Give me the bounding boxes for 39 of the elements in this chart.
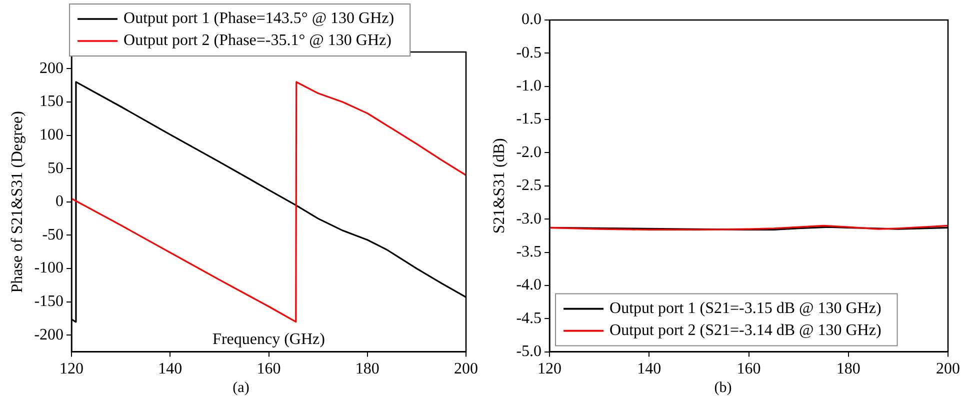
x-tick-label: 180 [836,360,860,378]
legend-label: Output port 1 (S21=-3.15 dB @ 130 GHz) [610,300,882,318]
legend-label: Output port 1 (Phase=143.5° @ 130 GHz) [124,10,394,28]
y-tick-label: -5.0 [516,343,542,360]
y-tick-label: -200 [34,326,64,344]
x-tick-label: 200 [454,360,478,378]
y-tick-label: -4.5 [516,310,542,327]
x-axis-title: Frequency (GHz) [212,331,325,348]
x-tick-label: 160 [256,360,281,378]
text: (a) [232,380,250,397]
y-tick-label: -2.5 [516,177,542,194]
y-tick-label: -1.5 [516,110,542,128]
x-tick-label: 120 [538,360,562,378]
y-tick-label: -50 [42,226,64,244]
legend-label: Output port 2 (S21=-3.14 dB @ 130 GHz) [610,322,882,340]
y-tick-label: -100 [34,260,64,277]
y-tick-label: -3.5 [516,243,542,260]
y-axis-title: S21&S31 (dB) [490,138,508,234]
x-tick-label: 120 [60,360,84,378]
y-tick-label: -3.0 [516,210,542,228]
x-tick-label: 180 [355,360,380,378]
y-tick-label: 0.0 [522,11,542,28]
y-tick-label: -1.0 [516,78,542,95]
y-tick-label: -0.5 [516,44,542,62]
x-tick-label: 140 [637,360,662,378]
y-tick-label: 50 [48,160,64,177]
x-tick-label: 140 [158,360,182,378]
y-tick-label: -4.0 [516,276,542,294]
y-tick-label: 0 [56,193,64,210]
y-tick-label: 100 [40,126,64,144]
text: (b) [713,380,733,397]
x-tick-label: 200 [936,360,960,378]
y-tick-label: -150 [34,293,64,310]
y-tick-label: 150 [40,93,64,110]
y-tick-label: -2.0 [516,144,542,161]
legend-label: Output port 2 (Phase=-35.1° @ 130 GHz) [124,32,392,50]
x-tick-label: 160 [736,360,761,378]
y-tick-label: 200 [40,60,64,77]
y-axis-title: Phase of S21&S31 (Degree) [8,111,26,293]
